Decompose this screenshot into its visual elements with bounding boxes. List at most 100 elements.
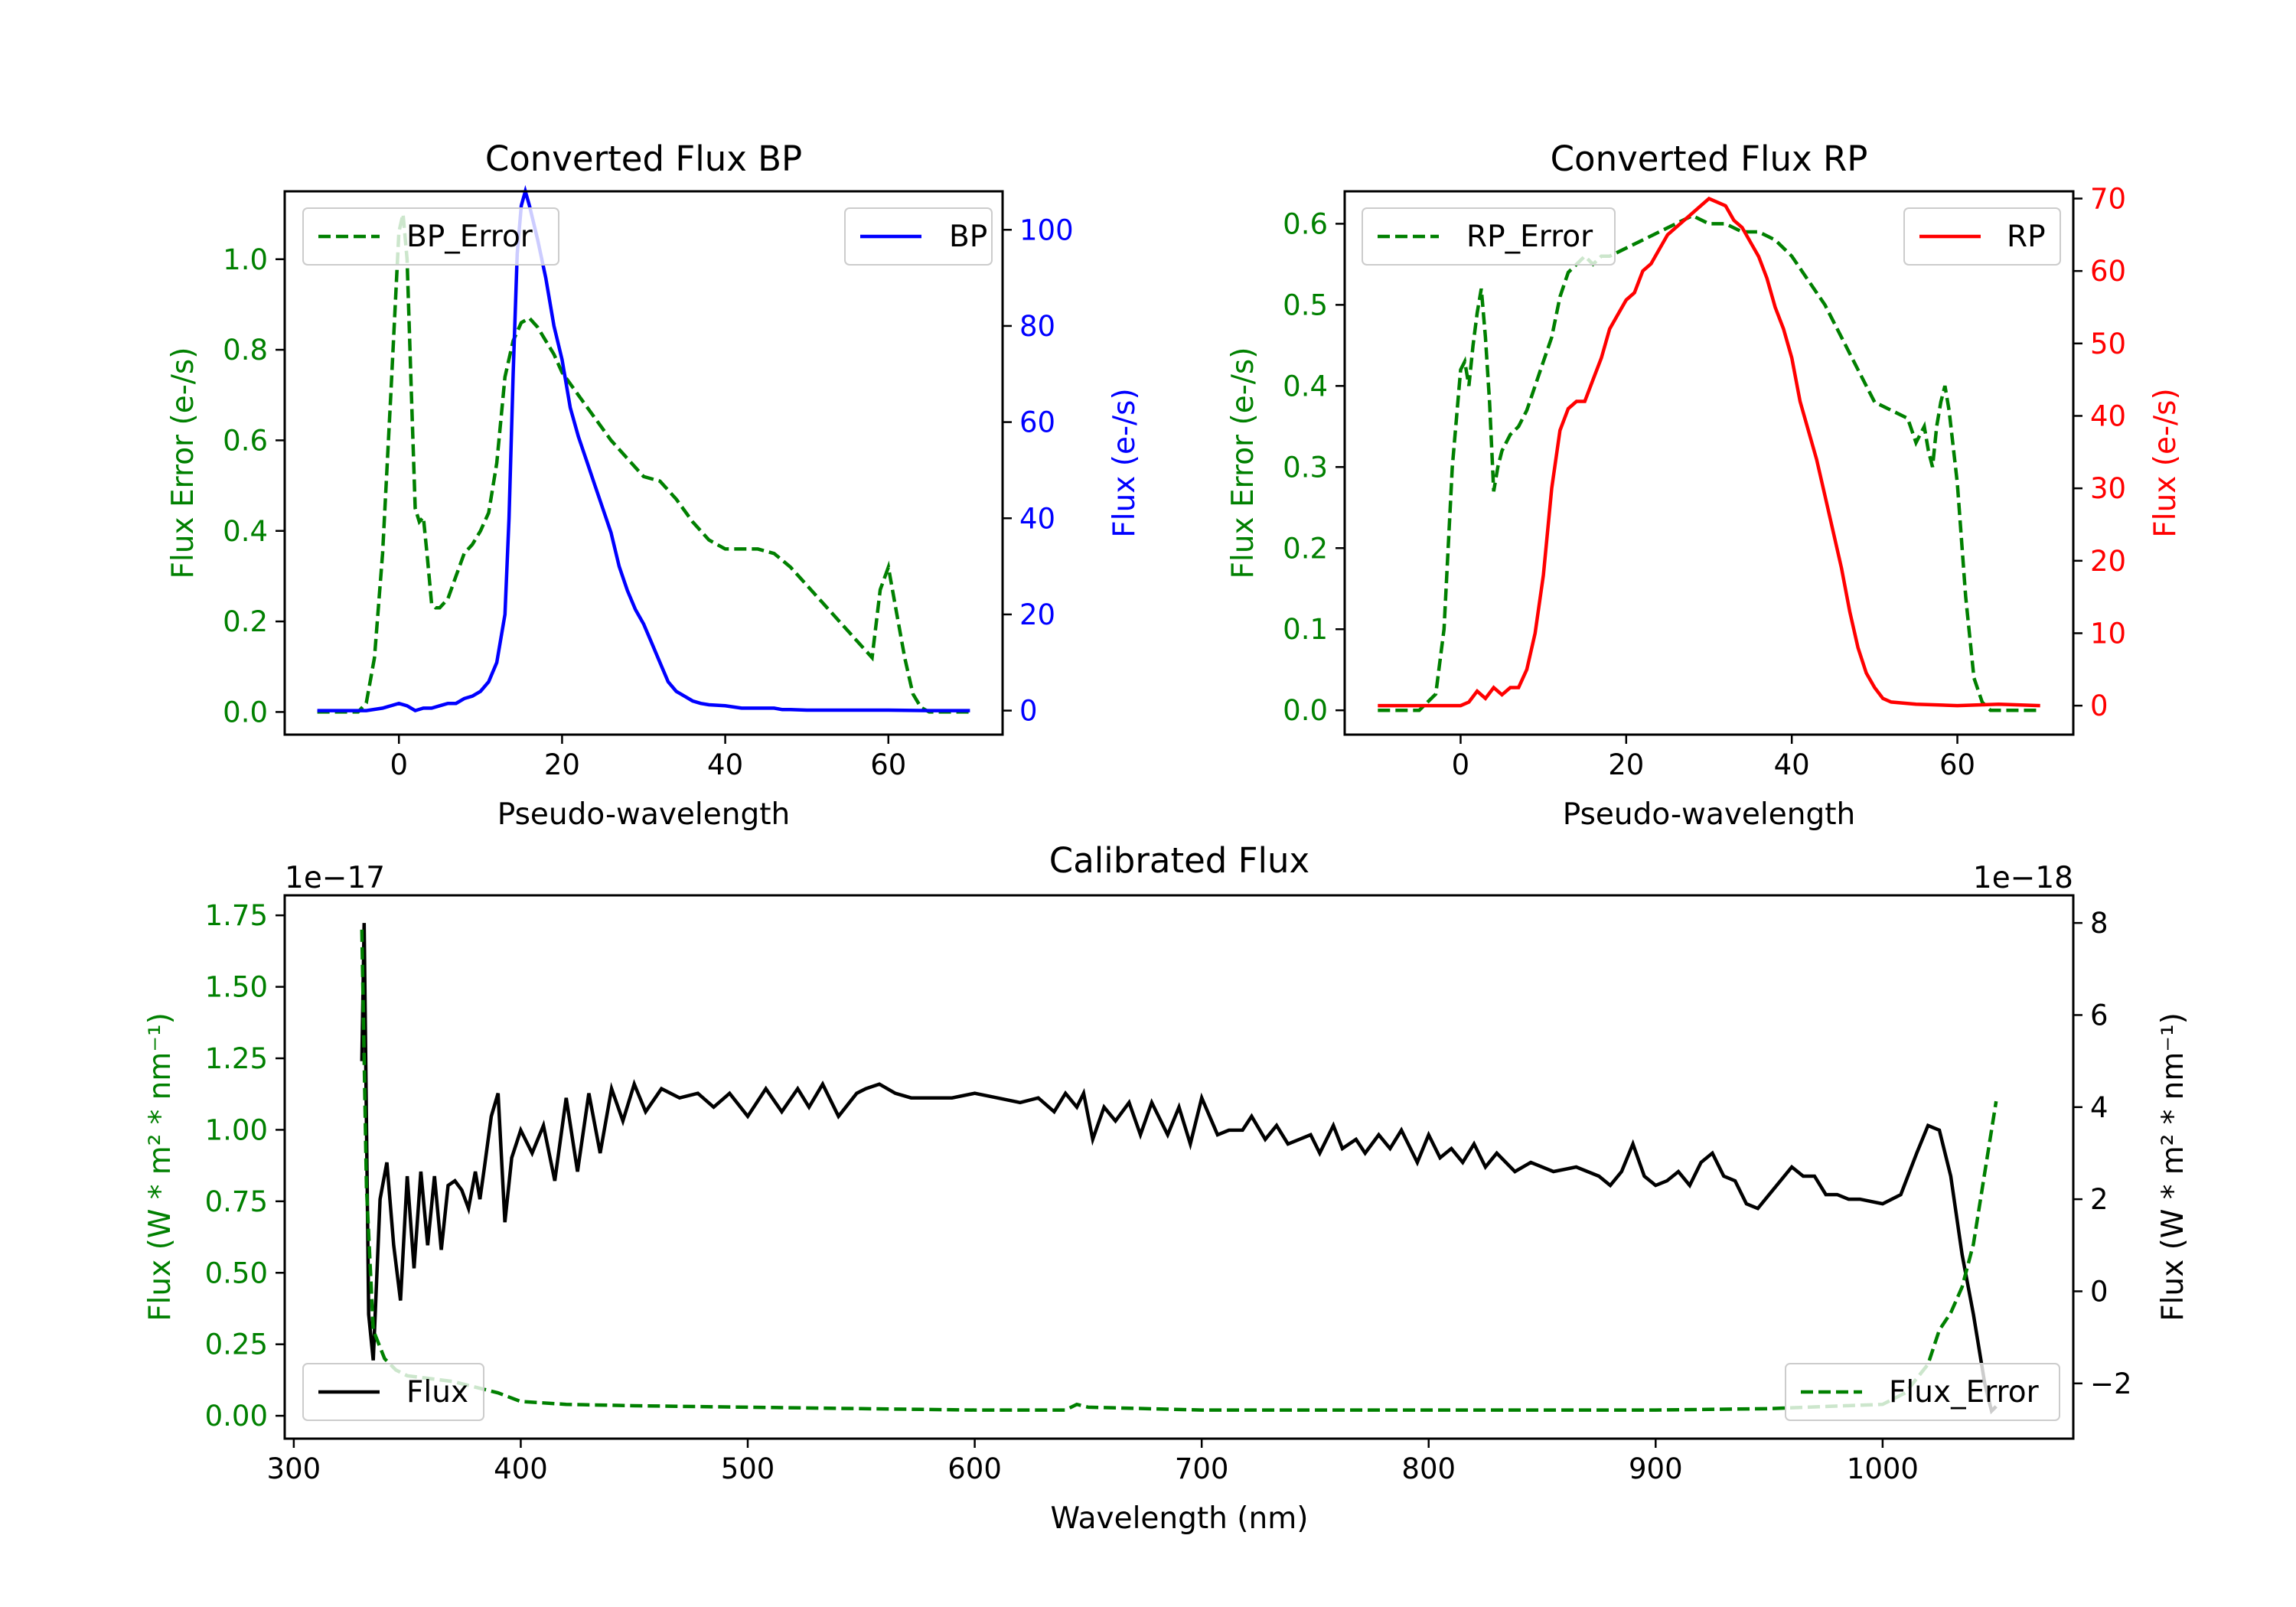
bp-error-curve	[317, 214, 970, 714]
cal-right-y-label: Flux (W * m² * nm⁻¹)	[2156, 1012, 2190, 1322]
left-y-tick-label: 0.4	[223, 515, 268, 548]
bp-title: Converted Flux BP	[485, 139, 802, 179]
rp-left-y-label: Flux Error (e-/s)	[1226, 347, 1261, 579]
rp-error-curve	[1378, 214, 2040, 712]
left-y-tick-label: 0.2	[223, 605, 268, 638]
left-y-tick-label: 0.8	[223, 334, 268, 367]
x-tick-label: 20	[544, 748, 580, 781]
rp-legend-flux-label: RP	[2007, 220, 2046, 254]
bp-axes-frame	[283, 190, 1004, 736]
cal-legend-left-box	[302, 1363, 484, 1421]
cal-left-axis: 0.00 0.25 0.50 0.75 1.00 1.25 1.50 1.75	[205, 899, 285, 1433]
right-y-tick-label: 4	[2090, 1091, 2108, 1124]
right-y-tick-label: 40	[2090, 399, 2126, 432]
rp-right-axis: 0 10 20 30 40 50 60 70	[2073, 182, 2126, 722]
x-tick-label: 40	[1774, 748, 1810, 781]
rp-x-axis: 0 20 40 60	[1452, 735, 1975, 781]
x-tick-label: 60	[870, 748, 906, 781]
cal-flux-curve	[360, 923, 1998, 1415]
bp-legend-flux-label: BP	[949, 220, 987, 254]
right-y-tick-label: 0	[2090, 1275, 2108, 1308]
rp-x-label: Pseudo-wavelength	[1563, 797, 1855, 832]
rp-error-curve-layer	[1378, 214, 2040, 712]
rp-flux-curve-layer	[1378, 196, 2040, 708]
right-y-tick-label: 0	[1019, 695, 1038, 728]
x-tick-label: 800	[1401, 1452, 1456, 1485]
cal-right-offset: 1e−18	[1973, 861, 2073, 895]
rp-right-y-label: Flux (e-/s)	[2148, 388, 2183, 537]
right-y-tick-label: 60	[1019, 406, 1055, 439]
bp-legend-error-label: BP_Error	[406, 220, 533, 254]
panel-calibrated: Calibrated Flux 1e−17 1e−18 300 400 500 600…	[143, 840, 2190, 1536]
cal-legend-left: Flux	[302, 1363, 484, 1421]
right-y-tick-label: −2	[2090, 1367, 2132, 1400]
rp-axes-frame	[1343, 190, 2075, 736]
right-y-tick-label: 10	[2090, 617, 2126, 650]
left-y-tick-label: 0.5	[1283, 288, 1328, 321]
left-y-tick-label: 0.4	[1283, 370, 1328, 403]
rp-left-axis: 0.0 0.1 0.2 0.3 0.4 0.5 0.6	[1283, 207, 1345, 727]
left-y-tick-label: 0.6	[1283, 207, 1328, 240]
cal-x-axis: 300 400 500 600 700 800 900 1000	[267, 1439, 1919, 1485]
right-y-tick-label: 80	[1019, 310, 1055, 343]
left-y-tick-label: 1.0	[223, 243, 268, 276]
right-y-tick-label: 50	[2090, 328, 2126, 360]
right-y-tick-label: 6	[2090, 999, 2108, 1032]
bp-x-label: Pseudo-wavelength	[497, 797, 790, 832]
panel-rp: Converted Flux RP 0 20 40 60 0.00.10.20.30.…	[1226, 139, 2183, 832]
x-tick-label: 1000	[1847, 1452, 1919, 1485]
x-tick-label: 60	[1939, 748, 1975, 781]
x-tick-label: 0	[390, 748, 408, 781]
x-tick-label: 20	[1608, 748, 1644, 781]
cal-title: Calibrated Flux	[1049, 840, 1309, 881]
cal-legend-right: Flux_Error	[1785, 1363, 2060, 1421]
cal-legend-flux-label: Flux	[406, 1375, 468, 1410]
cal-axes-frame	[283, 894, 2075, 1440]
right-y-tick-label: 0	[2090, 689, 2108, 722]
right-y-tick-label: 70	[2090, 182, 2126, 215]
right-y-tick-label: 20	[1019, 598, 1055, 631]
left-y-tick-label: 0.0	[1283, 694, 1328, 727]
rp-legend-left-box	[1362, 207, 1616, 266]
bp-left-y-label: Flux Error (e-/s)	[166, 347, 201, 579]
x-tick-label: 600	[947, 1452, 1002, 1485]
bp-x-axis: 0 20 40 60	[390, 735, 906, 781]
cal-right-axis: −2 0 2 4 6 8	[2073, 907, 2132, 1400]
left-y-tick-label: 0.75	[205, 1185, 268, 1218]
right-y-tick-label: 20	[2090, 545, 2126, 578]
left-y-tick-label: 0.2	[1283, 532, 1328, 565]
rp-legend-error-label: RP_Error	[1466, 220, 1593, 254]
rp-legend-right: RP	[1903, 207, 2061, 266]
left-y-tick-label: 0.1	[1283, 613, 1328, 646]
left-y-tick-label: 0.00	[205, 1400, 268, 1433]
cal-left-offset: 1e−17	[285, 861, 385, 895]
bp-left-axis: 0.0 0.2 0.4 0.6 0.8 1.0	[223, 243, 285, 729]
right-y-tick-label: 100	[1019, 214, 1074, 246]
bp-legend-left: BP_Error	[302, 207, 559, 266]
left-y-tick-label: 1.50	[205, 971, 268, 1004]
left-y-tick-label: 0.25	[205, 1328, 268, 1361]
left-y-tick-label: 0.3	[1283, 451, 1328, 484]
panel-bp: Converted Flux BP 0 20 40 60 0.00.20.40.60.…	[166, 139, 1142, 832]
bp-legend-left-box	[302, 207, 559, 266]
x-tick-label: 500	[721, 1452, 775, 1485]
bp-flux-curve-layer	[317, 184, 970, 713]
right-y-tick-label: 30	[2090, 472, 2126, 505]
rp-legend-right-box	[1903, 207, 2061, 266]
rp-title: Converted Flux RP	[1551, 139, 1868, 179]
x-tick-label: 700	[1175, 1452, 1229, 1485]
bp-right-y-label: Flux (e-/s)	[1107, 388, 1142, 537]
left-y-tick-label: 1.25	[205, 1042, 268, 1075]
bp-legend-right: BP	[844, 207, 993, 266]
left-y-tick-label: 0.50	[205, 1257, 268, 1289]
rp-flux-curve	[1378, 196, 2040, 708]
x-tick-label: 0	[1452, 748, 1470, 781]
cal-left-y-label: Flux (W * m² * nm⁻¹)	[143, 1012, 178, 1322]
cal-legend-right-box	[1785, 1363, 2060, 1421]
left-y-tick-label: 1.00	[205, 1113, 268, 1146]
x-tick-label: 40	[707, 748, 743, 781]
x-tick-label: 400	[494, 1452, 548, 1485]
cal-flux-curve-layer	[360, 923, 1998, 1415]
